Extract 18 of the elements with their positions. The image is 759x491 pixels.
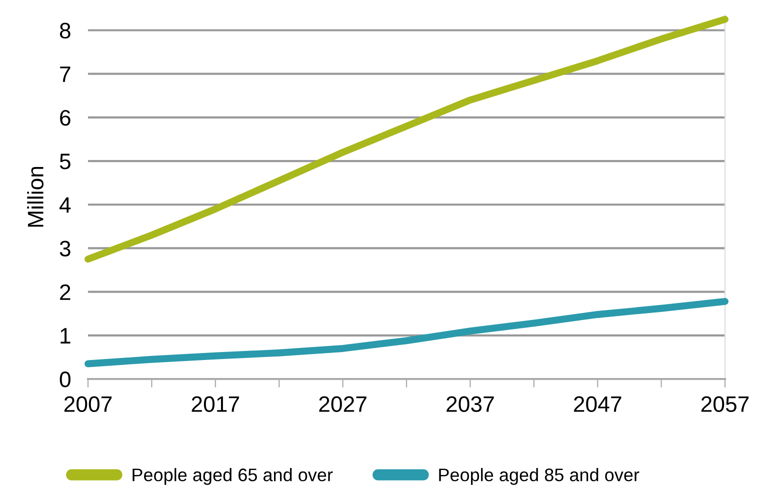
legend-label: People aged 85 and over	[439, 468, 640, 485]
y-tick-label: 1	[60, 328, 70, 344]
x-tick-label: 2007	[64, 396, 112, 412]
x-tick-label: 2057	[701, 396, 749, 412]
y-tick-label: 5	[60, 154, 70, 170]
x-tick-label: 2047	[574, 396, 622, 412]
x-tick-label: 2017	[192, 396, 240, 412]
x-tick-label: 2027	[319, 396, 366, 412]
y-tick-label: 7	[60, 66, 70, 82]
y-axis-title: Million	[27, 166, 44, 227]
y-tick-label: 3	[60, 240, 70, 256]
x-tick-label: 2037	[446, 396, 494, 412]
y-tick-label: 0	[60, 372, 70, 388]
y-tick-label: 8	[60, 22, 70, 39]
legend-label: People aged 65 and over	[132, 468, 333, 485]
y-tick-label: 6	[60, 110, 70, 126]
y-tick-label: 4	[59, 197, 71, 213]
y-tick-label: 2	[60, 284, 70, 300]
